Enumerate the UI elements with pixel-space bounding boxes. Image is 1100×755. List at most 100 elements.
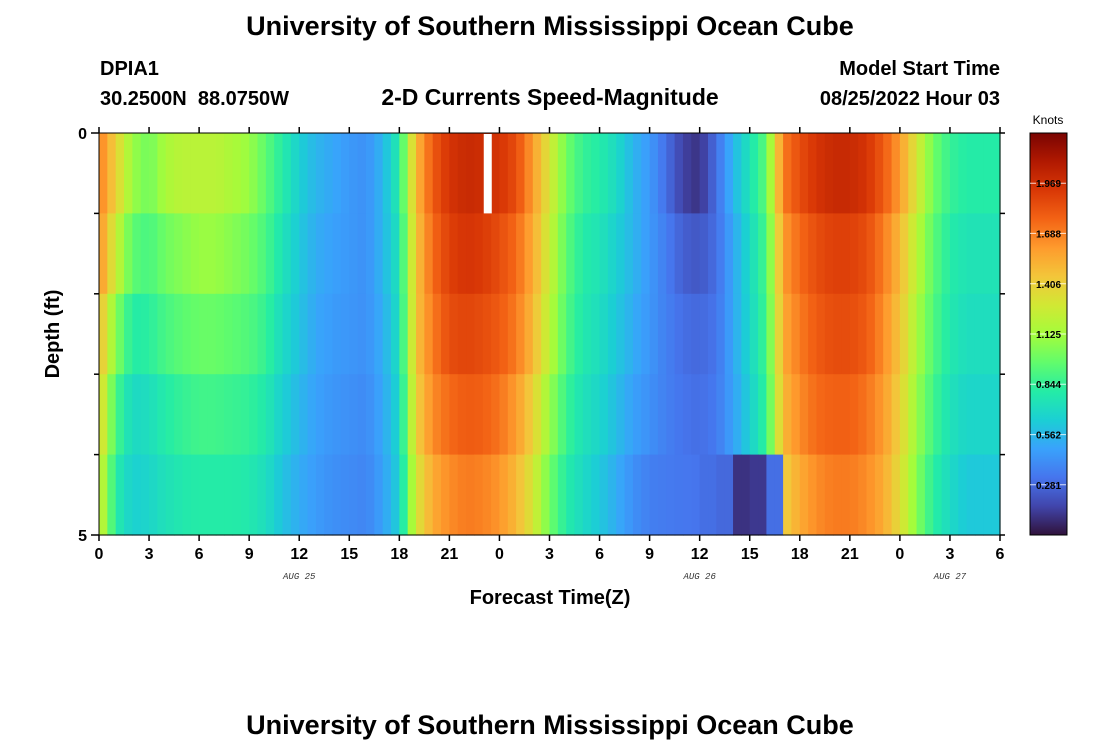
heatmap-cell [933,454,943,536]
missing-data-cell [483,134,492,214]
y-axis: 05 [78,126,1005,545]
heatmap-cell [874,293,884,375]
x-tick-label: 6 [996,546,1005,563]
heatmap-cell [232,293,242,375]
heatmap-cell [849,293,859,375]
heatmap-cell [808,213,818,295]
heatmap-cell [290,133,300,214]
heatmap-cell [232,454,242,536]
heatmap-cell [382,293,392,375]
heatmap-cell [899,293,909,375]
heatmap-cell [165,293,175,375]
date-label: AUG 26 [682,572,716,582]
heatmap-cell [908,213,918,295]
heatmap-cell [758,454,767,536]
heatmap-cell [482,454,492,536]
heatmap-cell [499,293,509,375]
heatmap-cell [424,374,434,456]
heatmap-cell [557,133,567,214]
heatmap-cell [958,293,968,375]
heatmap-cell [190,213,200,295]
heatmap-cell [908,293,918,375]
heatmap-cell [666,293,676,375]
heatmap-cell [574,213,584,295]
heatmap-cell [124,454,133,536]
heatmap-cell [741,374,751,456]
model-start-value: 08/25/2022 Hour 03 [820,88,1000,110]
heatmap-cell [974,374,984,456]
heatmap-cell [115,454,125,536]
x-tick-label: 3 [545,546,554,563]
heatmap-cell [382,133,392,214]
heatmap-cell [524,133,534,214]
heatmap-cell [132,133,142,214]
heatmap-cell [933,213,943,295]
heatmap-cell [866,454,876,536]
heatmap-cell [249,374,259,456]
heatmap-cell [808,374,818,456]
heatmap-cell [499,454,509,536]
heatmap-cell [574,293,584,375]
heatmap-cell [649,374,659,456]
heatmap-cell [949,454,959,536]
heatmap-cell [365,133,375,214]
heatmap-cell [374,374,384,456]
heatmap-cell [641,213,651,295]
heatmap-cell [516,374,526,456]
heatmap-cell [215,374,225,456]
heatmap-cell [457,133,467,214]
heatmap-cell [607,133,617,214]
heatmap-cell [682,213,692,295]
heatmap-cell [199,133,209,214]
heatmap-cell [791,213,801,295]
x-axis-label: Forecast Time(Z) [470,587,631,609]
heatmap-cell [457,454,467,536]
heatmap-cell [399,374,409,456]
heatmap-cell [983,374,993,456]
heatmap-cell [149,213,158,295]
colorbar-tick-label: 1.125 [1036,330,1061,341]
heatmap-cell [941,293,951,375]
heatmap-cell [524,374,534,456]
heatmap-cell [758,374,767,456]
heatmap-cell [315,133,325,214]
heatmap-cell [491,213,501,295]
heatmap-cell [632,293,642,375]
heatmap-cell [307,293,317,375]
heatmap-cell [265,293,275,375]
heatmap-cell [315,374,325,456]
heatmap-cell [457,374,467,456]
heatmap-cell [866,374,876,456]
heatmap-cell [416,454,425,536]
heatmap-cell [474,374,484,456]
heatmap-cell [207,374,217,456]
colorbar-tick-label: 1.406 [1036,280,1061,291]
heatmap-cell [265,374,275,456]
heatmap-cell [349,454,359,536]
heatmap-cell [874,133,884,214]
heatmap-cell [491,293,501,375]
heatmap-cell [124,293,133,375]
heatmap-cell [749,133,759,214]
heatmap-cell [240,213,250,295]
heatmap-cell [441,454,450,536]
heatmap-cell [424,213,434,295]
heatmap-cell [365,213,375,295]
heatmap-cell [274,133,284,214]
heatmap-cell [949,133,959,214]
heatmap-cell [974,133,984,214]
heatmap-cell [132,293,142,375]
heatmap-cells [99,133,1001,536]
heatmap-cell [641,374,651,456]
heatmap-cell [891,293,901,375]
heatmap-cell [808,454,818,536]
heatmap-cell [207,454,217,536]
heatmap-cell [824,213,834,295]
date-label: AUG 25 [282,572,316,582]
heatmap-cell [916,213,926,295]
heatmap-cell [466,293,476,375]
heatmap-cell [849,133,859,214]
heatmap-cell [507,374,517,456]
heatmap-cell [482,374,492,456]
heatmap-cell [741,454,751,536]
